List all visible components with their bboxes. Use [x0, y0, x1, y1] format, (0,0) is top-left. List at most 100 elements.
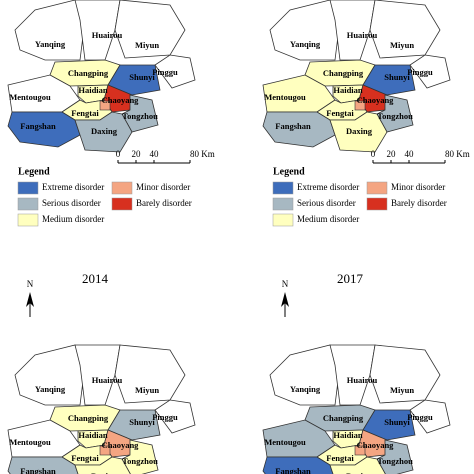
district-label: Chaoyang [357, 95, 395, 105]
district [358, 429, 388, 458]
district-label: Mentougou [9, 92, 51, 102]
map-panel: Yanqing Huairou Miyun Pinggu Changping Shunyi… [7, 0, 196, 153]
district [7, 111, 81, 148]
district-label: Changping [323, 413, 364, 423]
map-year: 2017 [337, 271, 364, 286]
legend: Legend 0 20 40 80 Km Extreme disorder Serious … [17, 149, 215, 227]
legend-label: Extreme disorder [42, 182, 104, 192]
north-arrow [26, 292, 34, 307]
district [154, 54, 196, 89]
district-label: Fengtai [71, 108, 99, 118]
district-label: Pinggu [407, 67, 433, 77]
district-label: Changping [323, 68, 364, 78]
district-label: Daxing [91, 126, 118, 136]
scale-label: 80 Km [190, 149, 215, 159]
district-label: Fangshan [275, 121, 311, 131]
district-label: Huairou [92, 375, 123, 385]
district-label: Haidian [333, 430, 363, 440]
district [358, 84, 388, 113]
district-label: Shunyi [129, 417, 155, 427]
legend-label: Medium disorder [297, 214, 359, 224]
legend-swatch [366, 181, 388, 195]
district-label: Fangshan [275, 466, 311, 474]
district-label: Shunyi [384, 72, 410, 82]
district [74, 111, 133, 153]
district-label: Yanqing [290, 384, 321, 394]
district-label: Tongzhou [122, 111, 158, 121]
district-label: Pinggu [152, 67, 178, 77]
district [107, 409, 161, 441]
legend-label: Minor disorder [391, 182, 445, 192]
map-panel: Yanqing Huairou Miyun Pinggu Changping Shunyi… [262, 344, 451, 474]
scale-label: 0 [371, 149, 376, 159]
district-label: Fangshan [20, 121, 56, 131]
district-label: Fengtai [326, 453, 354, 463]
district [262, 111, 336, 148]
legend-swatch [17, 213, 39, 227]
scale-label: 40 [150, 149, 160, 159]
district-label: Huairou [347, 375, 378, 385]
district-label: Haidian [78, 430, 108, 440]
district-label: Miyun [390, 385, 414, 395]
legend: Legend 0 20 40 80 Km Extreme disorder Serious … [272, 149, 470, 227]
legend-label: Serious disorder [297, 198, 356, 208]
district [14, 0, 86, 61]
district-label: Yanqing [290, 39, 321, 49]
legend-swatch [17, 181, 39, 195]
legend-label: Extreme disorder [297, 182, 359, 192]
scale-label: 20 [387, 149, 397, 159]
district-label: Miyun [390, 40, 414, 50]
district-label: Yanqing [35, 384, 66, 394]
legend-swatch [111, 181, 133, 195]
legend-title: Legend [18, 166, 50, 177]
district-label: Fengtai [71, 453, 99, 463]
district-label: Miyun [135, 385, 159, 395]
scale-label: 0 [116, 149, 121, 159]
district-label: Pinggu [152, 412, 178, 422]
north-arrow [281, 292, 289, 307]
district-label: Tongzhou [377, 456, 413, 466]
district-label: Tongzhou [377, 111, 413, 121]
legend-swatch [111, 197, 133, 211]
district [121, 439, 159, 474]
scale-label: 40 [405, 149, 415, 159]
city-core [99, 100, 111, 111]
district-label: Mentougou [264, 437, 306, 447]
district [409, 54, 451, 89]
district [14, 344, 86, 406]
legend-swatch [272, 213, 294, 227]
district-label: Tongzhou [122, 456, 158, 466]
map-panel: Yanqing Huairou Miyun Pinggu Changping Shunyi… [7, 344, 196, 474]
district [103, 84, 133, 113]
district-label: Huairou [347, 30, 378, 40]
north-label: N [282, 279, 289, 289]
district [376, 439, 414, 474]
district [154, 399, 196, 434]
district-label: Shunyi [129, 72, 155, 82]
district-label: Changping [68, 413, 109, 423]
north-label: N [27, 279, 34, 289]
map-panel: Yanqing Huairou Miyun Pinggu Changping Shunyi… [262, 0, 451, 153]
city-core [354, 100, 366, 111]
district [269, 344, 341, 406]
district-label: Chaoyang [102, 440, 140, 450]
district-label: Daxing [346, 471, 373, 474]
district-label: Miyun [135, 40, 159, 50]
district-label: Fangshan [20, 466, 56, 474]
legend-title: Legend [273, 166, 305, 177]
district [329, 456, 386, 474]
district [362, 409, 416, 441]
district-label: Yanqing [35, 39, 66, 49]
city-core [354, 445, 366, 456]
district-label: Haidian [78, 85, 108, 95]
legend-swatch [366, 197, 388, 211]
district [409, 399, 451, 434]
district [103, 429, 133, 458]
district-label: Shunyi [384, 417, 410, 427]
district [329, 111, 388, 153]
district-label: Daxing [91, 471, 118, 474]
map-year: 2014 [82, 271, 109, 286]
scale-label: 80 Km [445, 149, 470, 159]
district-label: Mentougou [9, 437, 51, 447]
district-label: Changping [68, 68, 109, 78]
